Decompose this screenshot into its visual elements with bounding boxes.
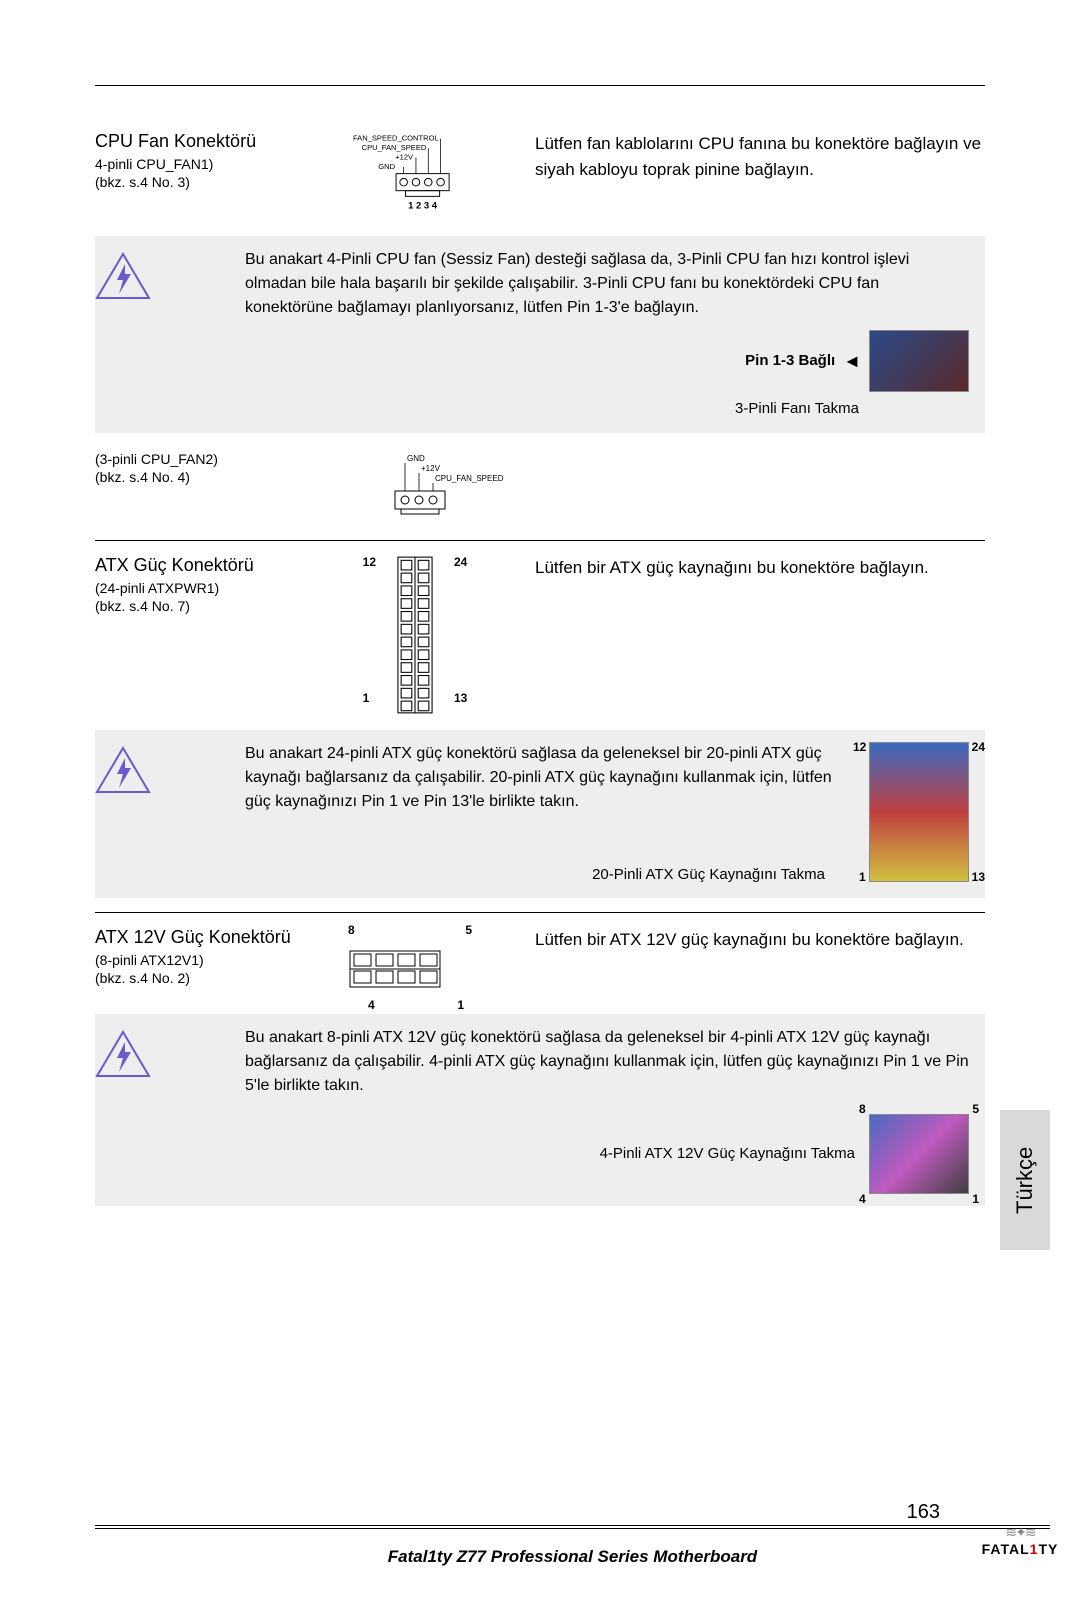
section-sub1: 4-pinli CPU_FAN1) xyxy=(95,156,315,172)
section-sub1: (3-pinli CPU_FAN2) xyxy=(95,451,315,467)
page-number: 163 xyxy=(907,1501,940,1524)
caption: 20-Pinli ATX Güç Kaynağını Takma xyxy=(592,864,825,887)
note-box-1: Bu anakart 4-Pinli CPU fan (Sessiz Fan) … xyxy=(95,236,985,433)
section-sub2: (bkz. s.4 No. 7) xyxy=(95,598,315,614)
footer-title: Fatal1ty Z77 Professional Series Motherb… xyxy=(95,1547,1050,1567)
section-title: ATX Güç Konektörü xyxy=(95,555,315,576)
photo-atx12v-install: 8 5 4 1 xyxy=(869,1114,969,1194)
note-box-2: Bu anakart 24-pinli ATX güç konektörü sa… xyxy=(95,730,985,899)
note-text: Bu anakart 4-Pinli CPU fan (Sessiz Fan) … xyxy=(245,248,969,320)
arrow-left-icon: ◄ xyxy=(843,348,861,375)
cpu-fan-3pin-row: (3-pinli CPU_FAN2) (bkz. s.4 No. 4) GND … xyxy=(95,451,985,526)
svg-text:GND: GND xyxy=(378,162,395,171)
divider xyxy=(95,540,985,541)
svg-text:+12V: +12V xyxy=(421,464,441,473)
section-sub2: (bkz. s.4 No. 3) xyxy=(95,174,315,190)
caption: 4-Pinli ATX 12V Güç Kaynağını Takma xyxy=(600,1143,855,1166)
svg-text:GND: GND xyxy=(407,454,425,463)
section-sub1: (8-pinli ATX12V1) xyxy=(95,952,315,968)
pin-num: 13 xyxy=(454,691,467,705)
divider xyxy=(95,912,985,913)
language-tab: Türkçe xyxy=(1000,1110,1050,1250)
atx12v-row: ATX 12V Güç Konektörü (8-pinli ATX12V1) … xyxy=(95,927,985,1004)
svg-text:FAN_SPEED_CONTROL: FAN_SPEED_CONTROL xyxy=(353,133,439,142)
section-sub1: (24-pinli ATXPWR1) xyxy=(95,580,315,596)
svg-text:CPU_FAN_SPEED: CPU_FAN_SPEED xyxy=(435,474,504,483)
lightning-icon xyxy=(95,746,151,794)
manual-page: CPU Fan Konektörü 4-pinli CPU_FAN1) (bkz… xyxy=(0,0,1080,1206)
svg-text:1 2 3 4: 1 2 3 4 xyxy=(408,201,438,212)
note-text: Bu anakart 8-pinli ATX 12V güç konektörü… xyxy=(245,1026,969,1098)
section-desc: Lütfen fan kablolarını CPU fanına bu kon… xyxy=(535,131,985,182)
page-footer: 163 Fatal1ty Z77 Professional Series Mot… xyxy=(95,1525,1050,1579)
section-sub2: (bkz. s.4 No. 4) xyxy=(95,469,315,485)
fan-4pin-diagram: FAN_SPEED_CONTROL CPU_FAN_SPEED +12V GND… xyxy=(335,131,495,226)
note-text: Bu anakart 24-pinli ATX güç konektörü sa… xyxy=(245,742,839,814)
pin-num: 12 xyxy=(363,555,376,569)
photo-3pin-install xyxy=(869,330,969,392)
atx24-diagram: 12 1 xyxy=(363,555,468,720)
atx24-row: ATX Güç Konektörü (24-pinli ATXPWR1) (bk… xyxy=(95,555,985,720)
section-title: ATX 12V Güç Konektörü xyxy=(95,927,315,948)
top-rule xyxy=(95,85,985,86)
photo-atx24-install: 12 24 1 13 xyxy=(869,742,969,882)
brand-logo: ≋✦≋ FATAL1TY xyxy=(970,1515,1070,1565)
section-sub2: (bkz. s.4 No. 2) xyxy=(95,970,315,986)
caption: 3-Pinli Fanı Takma xyxy=(245,398,969,421)
lightning-icon xyxy=(95,1030,151,1078)
fan-3pin-diagram: GND +12V CPU_FAN_SPEED xyxy=(365,451,545,526)
pin-1-3-label: Pin 1-3 Bağlı xyxy=(745,350,835,373)
svg-text:+12V: +12V xyxy=(395,152,414,161)
note-box-3: Bu anakart 8-pinli ATX 12V güç konektörü… xyxy=(95,1014,985,1206)
lightning-icon xyxy=(95,252,151,300)
section-title: CPU Fan Konektörü xyxy=(95,131,315,152)
cpu-fan-4pin-row: CPU Fan Konektörü 4-pinli CPU_FAN1) (bkz… xyxy=(95,131,985,226)
svg-text:CPU_FAN_SPEED: CPU_FAN_SPEED xyxy=(362,143,427,152)
pin-num: 1 xyxy=(363,691,376,705)
atx8-diagram: 8 5 4 1 xyxy=(340,927,490,1004)
pin-num: 24 xyxy=(454,555,467,569)
section-desc: Lütfen bir ATX güç kaynağını bu konektör… xyxy=(535,555,985,581)
section-desc: Lütfen bir ATX 12V güç kaynağını bu kone… xyxy=(535,927,985,953)
